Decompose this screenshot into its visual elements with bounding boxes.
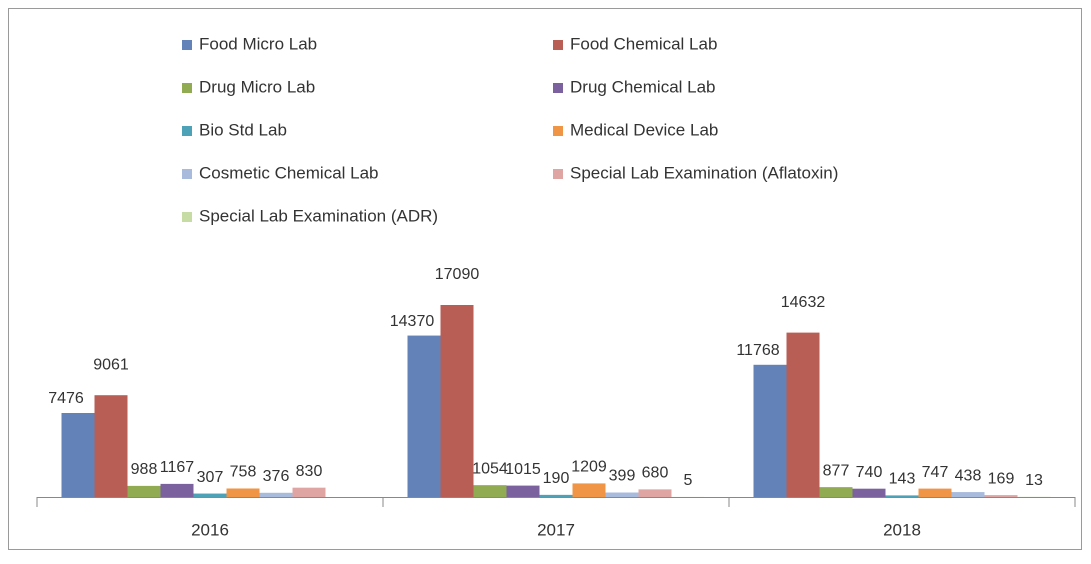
data-label: 307 <box>197 469 224 486</box>
data-label: 11768 <box>736 342 779 359</box>
bar <box>985 495 1018 497</box>
legend-swatch <box>182 169 192 179</box>
x-tick-label: 2017 <box>537 520 575 539</box>
data-label: 1015 <box>505 461 541 478</box>
data-label: 376 <box>263 468 290 485</box>
bar <box>853 489 886 497</box>
data-label: 877 <box>823 462 850 479</box>
data-label: 17090 <box>435 266 480 283</box>
bar <box>886 495 919 497</box>
bar <box>161 484 194 497</box>
bar <box>573 483 606 497</box>
legend-label: Special Lab Examination (ADR) <box>199 206 438 225</box>
legend-label: Medical Device Lab <box>570 120 718 139</box>
data-label: 399 <box>609 468 636 485</box>
bar <box>754 365 787 497</box>
bar <box>441 305 474 497</box>
data-label: 14632 <box>781 294 826 311</box>
data-label: 13 <box>1025 472 1043 489</box>
bar <box>474 485 507 497</box>
data-label: 438 <box>955 467 982 484</box>
bar <box>227 488 260 497</box>
legend-label: Drug Micro Lab <box>199 77 315 96</box>
bar <box>820 487 853 497</box>
bar <box>95 395 128 497</box>
data-label: 143 <box>889 471 916 488</box>
legend-swatch <box>182 126 192 136</box>
data-label: 190 <box>543 470 570 487</box>
legend-label: Cosmetic Chemical Lab <box>199 163 379 182</box>
data-label: 5 <box>684 472 693 489</box>
data-label: 7476 <box>48 390 84 407</box>
legend-label: Food Micro Lab <box>199 34 317 53</box>
bar <box>540 495 573 497</box>
bar <box>639 489 672 497</box>
x-tick-label: 2016 <box>191 520 229 539</box>
legend-swatch <box>182 212 192 222</box>
bar <box>293 488 326 497</box>
bar <box>260 493 293 497</box>
data-label: 758 <box>230 464 257 481</box>
data-label: 830 <box>296 463 323 480</box>
legend-swatch <box>182 83 192 93</box>
data-label: 1167 <box>160 459 195 476</box>
legend-swatch <box>553 83 563 93</box>
legend-swatch <box>553 126 563 136</box>
bar <box>194 494 227 497</box>
data-label: 9061 <box>93 356 129 373</box>
data-label: 747 <box>922 464 949 481</box>
data-label: 14370 <box>390 313 435 330</box>
bar <box>128 486 161 497</box>
data-label: 1209 <box>571 459 607 476</box>
legend-label: Special Lab Examination (Aflatoxin) <box>570 163 838 182</box>
bar <box>787 333 820 497</box>
legend-label: Food Chemical Lab <box>570 34 717 53</box>
bar <box>952 492 985 497</box>
data-label: 1054 <box>472 460 508 477</box>
data-label: 169 <box>988 470 1015 487</box>
bar <box>408 336 441 497</box>
data-label: 740 <box>856 464 883 481</box>
legend-swatch <box>553 40 563 50</box>
bar <box>507 486 540 497</box>
legend-swatch <box>182 40 192 50</box>
bar <box>919 489 952 497</box>
legend-label: Bio Std Lab <box>199 120 287 139</box>
bar <box>606 493 639 497</box>
bar <box>62 413 95 497</box>
x-tick-label: 2018 <box>883 520 921 539</box>
data-label: 680 <box>642 465 669 482</box>
data-label: 988 <box>131 461 158 478</box>
legend-label: Drug Chemical Lab <box>570 77 716 96</box>
legend-swatch <box>553 169 563 179</box>
